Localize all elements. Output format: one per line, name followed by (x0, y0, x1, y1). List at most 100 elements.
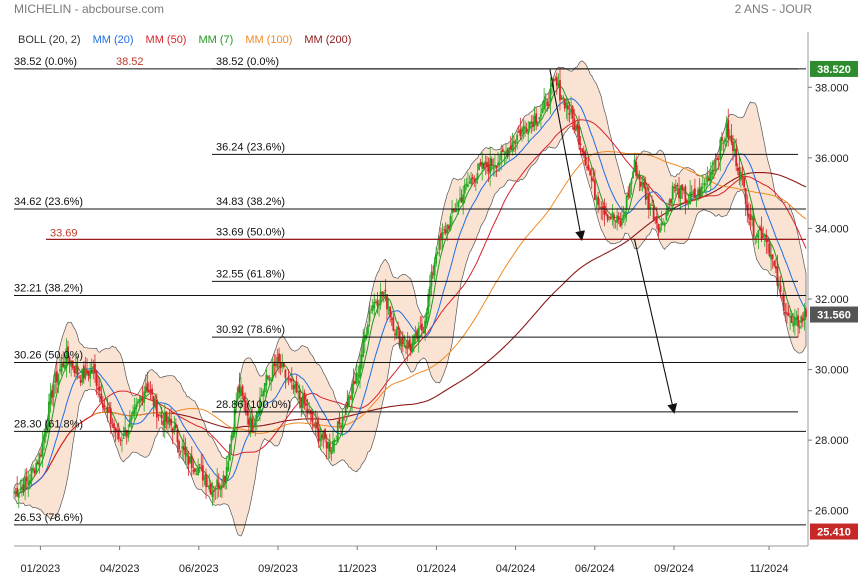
candle-body (238, 384, 241, 393)
candle-body (176, 430, 179, 442)
fib-right-label: 32.55 (61.8%) (216, 268, 285, 280)
candle-body (121, 440, 123, 442)
candle-body (628, 183, 631, 199)
candle-body (289, 378, 292, 381)
fib-left-label: 32.21 (38.2%) (14, 282, 83, 294)
candle-body (487, 163, 490, 172)
candle-body (84, 367, 87, 378)
candle-body (71, 360, 74, 368)
candle-body (744, 188, 747, 205)
candle-body (298, 390, 301, 400)
candle-body (716, 157, 719, 160)
candle-body (21, 486, 23, 490)
candle-body (311, 412, 314, 422)
candle-body (667, 206, 669, 215)
candle-body (720, 136, 723, 141)
candle-body (705, 183, 707, 185)
candle-body (552, 79, 555, 82)
candle-body (43, 434, 46, 443)
candle-body (494, 165, 496, 167)
candle-body (76, 365, 79, 375)
candle-body (671, 185, 674, 200)
candle-body (200, 466, 203, 468)
candle-body (778, 283, 780, 286)
candle-body (520, 128, 523, 135)
candle-body (471, 177, 474, 180)
candle-body (44, 430, 47, 437)
candle-body (149, 389, 152, 392)
candle-body (514, 140, 517, 145)
candle-body (682, 189, 685, 191)
candle-body (703, 183, 706, 186)
candle-body (567, 105, 569, 110)
candle-body (771, 254, 774, 260)
candle-body (390, 318, 393, 320)
candle-body (508, 147, 511, 155)
candle-body (414, 332, 417, 337)
candle-body (254, 419, 257, 426)
candle-body (230, 435, 233, 443)
candle-body (32, 467, 34, 471)
candle-body (130, 415, 133, 421)
chart-period: 2 ANS - JOUR (734, 2, 812, 16)
candle-body (55, 371, 58, 382)
candle-body (513, 141, 515, 143)
candle-body (78, 376, 80, 378)
candle-body (605, 211, 607, 214)
candle-body (359, 364, 361, 378)
candle-body (376, 300, 379, 307)
candle-body (313, 424, 315, 427)
candle-body (565, 102, 568, 108)
candle-body (574, 125, 577, 131)
low-price-label-bg (810, 523, 858, 540)
candle-body (676, 185, 679, 187)
trend-arrow (633, 238, 678, 414)
candle-body (24, 478, 27, 490)
candle-body (606, 214, 609, 220)
candle-body (111, 424, 114, 426)
candle-body (638, 176, 641, 180)
candle-body (290, 378, 293, 382)
candle-body (665, 210, 668, 221)
candle-body (17, 493, 20, 498)
candle-body (451, 208, 453, 214)
candle-body (340, 426, 342, 428)
candle-body (281, 363, 284, 367)
candle-body (460, 197, 463, 202)
candle-body (711, 169, 714, 175)
candle-body (252, 426, 255, 429)
candle-body (370, 309, 373, 311)
candle-body (454, 210, 457, 212)
candle-body (100, 393, 103, 403)
candle-body (82, 365, 85, 379)
candle-body (81, 368, 84, 383)
candle-body (22, 484, 25, 493)
candle-body (228, 444, 231, 461)
candle-body (500, 150, 503, 161)
candle-body (735, 148, 738, 167)
candle-body (430, 271, 433, 287)
candle-body (686, 200, 688, 204)
fib-left-label: 34.62 (23.6%) (14, 196, 83, 208)
candle-body (171, 428, 174, 433)
candle-body (747, 214, 750, 216)
candle-body (257, 411, 260, 415)
candle-body (522, 125, 525, 132)
candle-body (728, 135, 731, 137)
candle-body (284, 369, 287, 378)
candle-body (474, 177, 477, 184)
candle-body (798, 325, 801, 329)
candle-body (532, 122, 534, 128)
candle-body (428, 286, 431, 296)
candle-body (701, 186, 704, 189)
candle-body (70, 361, 73, 367)
candle-body (343, 416, 346, 418)
candle-body (38, 453, 41, 467)
candle-body (443, 229, 446, 231)
candle-body (425, 312, 428, 324)
candle-body (776, 266, 779, 286)
candle-body (119, 439, 122, 441)
candle-body (398, 330, 401, 345)
candle-body (67, 346, 69, 359)
candle-body (579, 143, 582, 146)
